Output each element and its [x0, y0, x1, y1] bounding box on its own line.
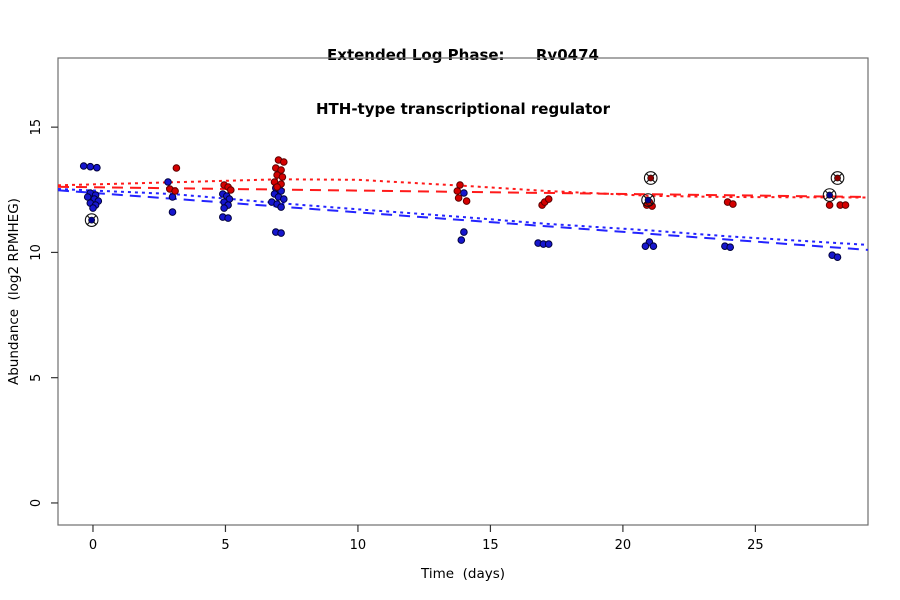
- outlier-marker-circle-x: [643, 171, 658, 185]
- plot-box: [57, 57, 869, 526]
- blue-condition-point: [726, 243, 735, 251]
- x-tick-label: 20: [615, 538, 632, 553]
- blue-condition-outlier-point: [88, 216, 96, 224]
- red-condition-point: [280, 158, 288, 166]
- red-condition-point: [278, 173, 287, 181]
- plot-title-line2: HTH-type transcriptional regulator: [315, 100, 611, 118]
- outlier-marker-circle-x: [641, 193, 655, 207]
- y-tick-label: 0: [29, 499, 44, 507]
- blue-condition-point: [641, 242, 650, 250]
- x-axis-label: Time (days): [420, 566, 506, 582]
- red-condition-outlier-point: [647, 174, 655, 182]
- blue-condition-point: [86, 162, 95, 171]
- y-tick-label: 5: [29, 374, 44, 382]
- blue-condition-point: [280, 195, 288, 203]
- blue-condition-point: [457, 236, 466, 244]
- red-condition-point: [462, 197, 471, 205]
- blue-condition-point: [460, 189, 468, 197]
- blue-condition-point: [224, 214, 232, 222]
- red-condition-point: [171, 187, 179, 195]
- plot-title: Extended Log Phase: Rv0474 HTH-type tran…: [58, 10, 868, 154]
- blue-condition-point: [89, 204, 97, 212]
- blue-condition-point: [220, 204, 228, 212]
- blue-condition-point: [168, 208, 177, 216]
- blue-condition-point: [649, 242, 658, 250]
- red-condition-point: [544, 195, 553, 203]
- y-tick-label: 10: [29, 244, 44, 261]
- blue-condition-point: [544, 240, 553, 248]
- blue-condition-point: [460, 228, 468, 236]
- blue-condition-outlier-point: [826, 191, 833, 199]
- red-condition-point: [273, 183, 281, 191]
- x-tick-label: 15: [482, 538, 499, 553]
- outlier-marker-circle-x: [822, 188, 837, 202]
- blue-condition-outlier-point: [644, 196, 652, 204]
- y-tick-label: 15: [29, 119, 44, 136]
- blue-condition-point: [277, 229, 285, 237]
- x-tick-label: 10: [350, 538, 367, 553]
- outlier-marker-circle-x: [84, 213, 99, 227]
- blue-condition-point: [833, 253, 842, 262]
- red-condition-outlier-point: [834, 174, 841, 182]
- red-condition-point: [456, 181, 464, 189]
- x-tick-label: 5: [221, 538, 229, 553]
- red-smooth-fit: [57, 178, 869, 199]
- red-condition-point: [825, 201, 834, 209]
- x-tick-label: 25: [747, 538, 764, 553]
- red-condition-point: [227, 186, 235, 194]
- x-tick-label: 0: [89, 538, 97, 553]
- blue-condition-point: [277, 203, 285, 211]
- blue-condition-point: [164, 178, 172, 186]
- red-condition-point: [453, 187, 462, 195]
- red-condition-point: [454, 194, 463, 202]
- red-condition-point: [841, 201, 850, 209]
- blue-condition-point: [83, 193, 92, 201]
- red-condition-point: [729, 200, 737, 208]
- plot-title-line1: Extended Log Phase: Rv0474: [327, 46, 599, 64]
- red-condition-point: [172, 164, 181, 172]
- blue-smooth-fit: [57, 188, 869, 246]
- red-condition-point: [277, 166, 285, 174]
- y-axis-label: Abundance (log2 RPMHEG): [6, 198, 22, 385]
- outlier-marker-circle-x: [830, 171, 845, 185]
- blue-linear-fit: [57, 189, 869, 251]
- blue-condition-point: [79, 162, 88, 170]
- blue-condition-point: [93, 163, 101, 172]
